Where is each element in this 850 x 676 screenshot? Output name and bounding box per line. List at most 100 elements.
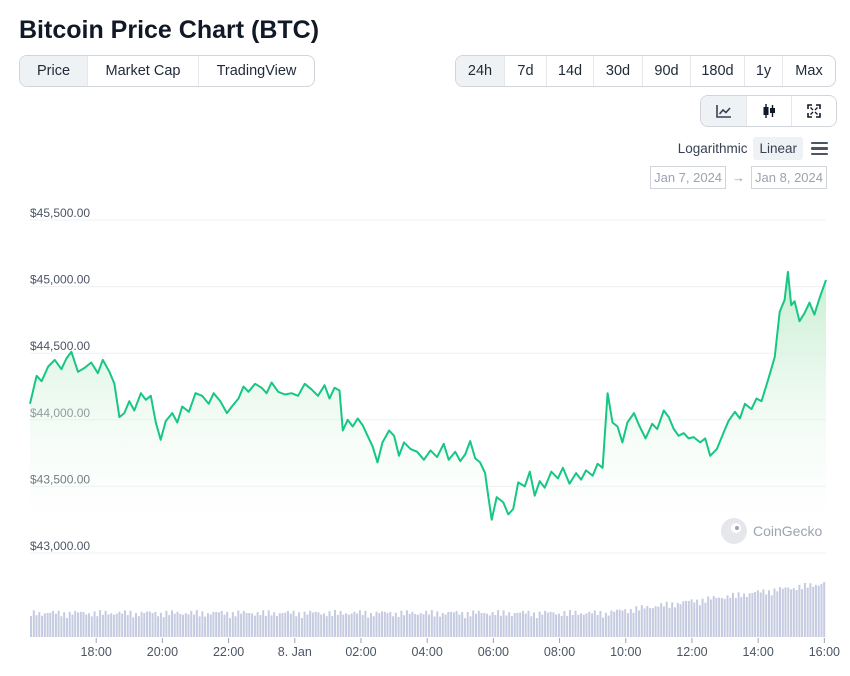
chart-type-tabs xyxy=(700,95,837,127)
x-tick-label: 08:00 xyxy=(544,645,575,659)
volume-bar xyxy=(364,610,367,637)
range-90d[interactable]: 90d xyxy=(642,56,690,86)
x-tick-label: 06:00 xyxy=(478,645,509,659)
volume-bar xyxy=(187,614,190,637)
volume-bar xyxy=(237,610,240,637)
volume-bar xyxy=(662,606,665,637)
volume-bar xyxy=(190,610,193,637)
volume-bar xyxy=(414,614,417,637)
volume-bar xyxy=(541,614,544,637)
volume-bar xyxy=(264,615,267,637)
fullscreen-button[interactable] xyxy=(791,96,836,126)
range-180d[interactable]: 180d xyxy=(690,56,744,86)
scale-linear[interactable]: Linear xyxy=(753,137,803,160)
volume-bar xyxy=(635,606,638,637)
date-to-input[interactable]: Jan 8, 2024 xyxy=(751,166,827,189)
scale-logarithmic[interactable]: Logarithmic xyxy=(677,141,748,156)
volume-bar xyxy=(68,611,71,637)
volume-bar xyxy=(43,613,46,637)
volume-bar xyxy=(499,615,502,637)
volume-bar xyxy=(231,612,234,637)
volume-bar xyxy=(549,611,552,637)
volume-bar xyxy=(604,612,607,637)
range-24h[interactable]: 24h xyxy=(456,56,504,86)
volume-bar xyxy=(52,610,55,637)
volume-bar xyxy=(452,612,455,637)
volume-bar xyxy=(206,613,209,637)
volume-bar xyxy=(358,610,361,637)
range-max[interactable]: Max xyxy=(782,56,835,86)
volume-bar xyxy=(242,610,245,637)
volume-bar xyxy=(696,599,699,637)
volume-bar xyxy=(461,612,464,637)
volume-bar xyxy=(571,615,574,637)
volume-bar xyxy=(135,612,137,637)
price-line xyxy=(29,270,827,521)
volume-bar xyxy=(687,600,690,637)
volume-bar xyxy=(577,614,580,637)
volume-bar xyxy=(425,610,428,637)
x-tick-label: 8. Jan xyxy=(278,645,312,659)
hamburger-menu-icon[interactable] xyxy=(811,141,828,156)
volume-bar xyxy=(679,604,682,637)
volume-bar xyxy=(651,608,654,637)
line-chart-button[interactable] xyxy=(701,96,746,126)
volume-bar xyxy=(287,610,289,637)
volume-bar xyxy=(198,616,201,637)
volume-bar xyxy=(602,617,605,637)
date-from-input[interactable]: Jan 7, 2024 xyxy=(650,166,727,189)
volume-bar xyxy=(530,616,533,637)
range-14d[interactable]: 14d xyxy=(546,56,593,86)
volume-bar xyxy=(298,612,301,637)
volume-bar xyxy=(657,606,660,637)
volume-bar xyxy=(309,610,312,637)
volume-bar xyxy=(557,613,560,637)
candlestick-button[interactable] xyxy=(746,96,791,126)
y-tick-label: $44,500.00 xyxy=(30,339,90,353)
tab-market-cap[interactable]: Market Cap xyxy=(87,56,198,86)
volume-bar xyxy=(157,616,160,637)
volume-bar xyxy=(284,612,287,637)
range-30d[interactable]: 30d xyxy=(593,56,642,86)
volume-bar xyxy=(171,610,173,637)
volume-bar xyxy=(65,618,68,637)
tab-tradingview[interactable]: TradingView xyxy=(198,56,314,86)
range-7d[interactable]: 7d xyxy=(504,56,546,86)
volume-bar xyxy=(458,614,461,637)
tab-price[interactable]: Price xyxy=(20,56,87,86)
volume-bar xyxy=(32,610,35,637)
volume-bar xyxy=(770,595,773,637)
volume-bar xyxy=(389,612,392,637)
volume-bar xyxy=(792,588,795,637)
volume-bar xyxy=(718,597,721,637)
volume-bar xyxy=(342,614,345,637)
volume-bar xyxy=(328,611,331,637)
scale-toggle: Logarithmic Linear xyxy=(672,137,828,160)
volume-bar xyxy=(63,612,66,637)
volume-bar xyxy=(88,613,90,637)
fullscreen-icon xyxy=(807,104,821,118)
volume-bar xyxy=(627,613,629,637)
volume-bar xyxy=(533,612,535,637)
volume-bar xyxy=(234,616,237,637)
volume-bar xyxy=(823,582,826,637)
volume-bar xyxy=(784,587,787,637)
range-1y[interactable]: 1y xyxy=(744,56,782,86)
volume-bar xyxy=(790,589,793,637)
volume-bar xyxy=(754,592,757,637)
volume-bar xyxy=(491,612,494,637)
volume-bar xyxy=(798,584,801,637)
range-tabs: 24h 7d 14d 30d 90d 180d 1y Max xyxy=(455,55,836,87)
volume-bar xyxy=(546,612,549,637)
volume-bar xyxy=(416,614,419,637)
volume-bar xyxy=(809,583,812,637)
volume-bar xyxy=(339,610,342,637)
volume-bar xyxy=(248,613,251,637)
volume-bar xyxy=(649,608,652,637)
volume-bar xyxy=(35,615,38,637)
volume-bar xyxy=(756,590,759,637)
volume-bar xyxy=(740,597,743,637)
volume-bar xyxy=(510,616,513,637)
volume-bar xyxy=(632,612,635,637)
